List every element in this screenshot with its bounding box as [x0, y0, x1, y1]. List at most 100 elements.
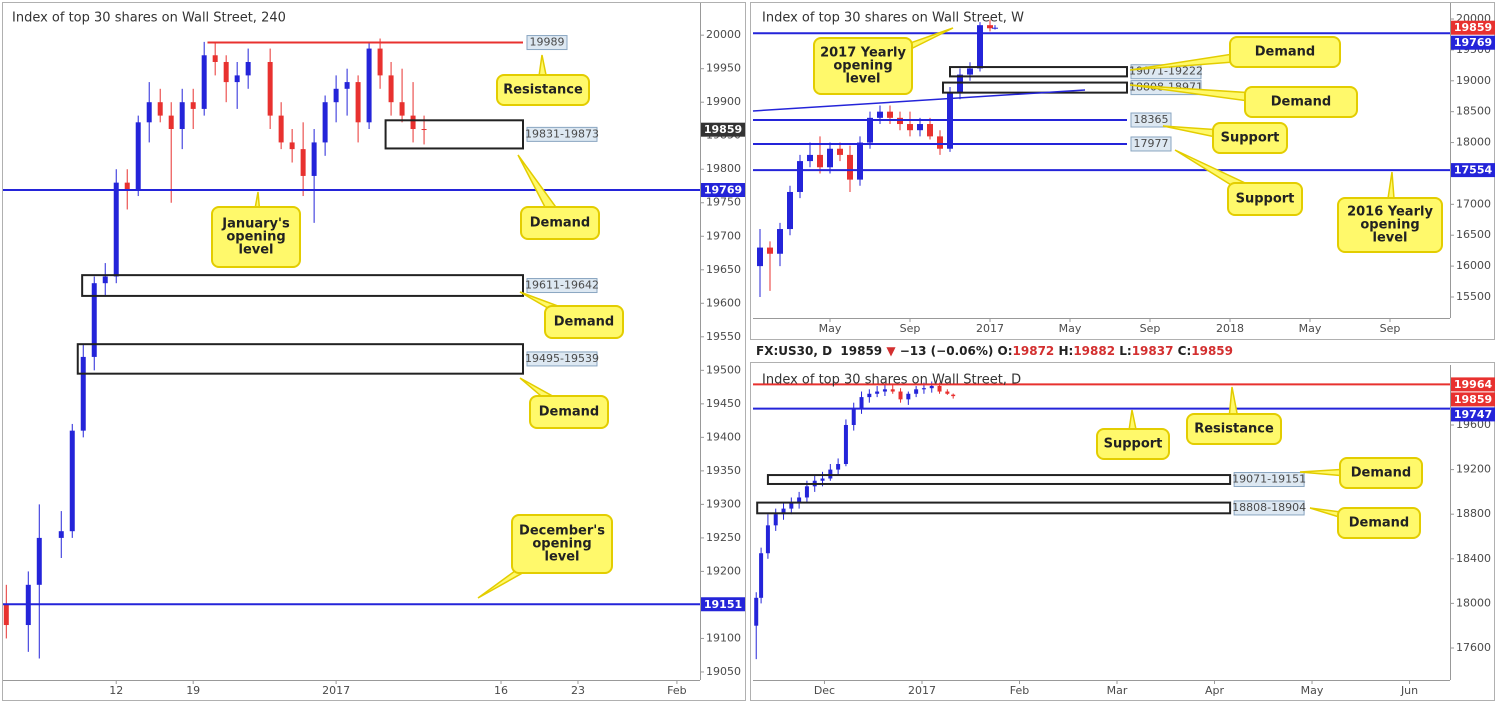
- x-tick-label: Feb: [667, 684, 686, 697]
- candle-body: [843, 424, 848, 465]
- callout-text: opening: [833, 59, 892, 74]
- x-tick-label: Dec: [814, 684, 835, 697]
- candle-body: [937, 136, 943, 149]
- callout-text: Resistance: [1194, 422, 1274, 437]
- candle-body: [36, 537, 42, 585]
- price-badge-label: 19859: [1454, 393, 1492, 406]
- callout-text: Support: [1221, 131, 1280, 146]
- level-label: 17977: [1134, 137, 1169, 150]
- candle-body: [957, 74, 963, 94]
- candle-body: [201, 55, 207, 109]
- chart-title: Index of top 30 shares on Wall Street, W: [762, 11, 1024, 26]
- candle-body: [135, 122, 141, 190]
- price-badge: [1451, 407, 1495, 422]
- y-tick-label: 19550: [706, 330, 741, 343]
- candle-body: [787, 191, 793, 230]
- candle-body: [907, 124, 913, 131]
- y-tick-label: 16000: [1456, 259, 1491, 272]
- x-tick-label: 12: [109, 684, 123, 697]
- candle-body: [223, 61, 229, 83]
- candle-body: [212, 55, 218, 62]
- y-tick-label: 19450: [706, 397, 741, 410]
- y-tick-label: 15500: [1456, 290, 1491, 303]
- price-badge: [701, 597, 745, 612]
- candle-body: [410, 115, 416, 130]
- candle-body: [827, 148, 833, 168]
- callout-box: [1337, 197, 1443, 253]
- candle-body: [882, 389, 887, 392]
- x-tick-label: Mar: [1107, 684, 1128, 697]
- callout-text: Demand: [539, 405, 600, 420]
- candle-body: [399, 102, 405, 116]
- candle-body: [754, 597, 759, 626]
- y-tick-label: 18400: [1456, 552, 1491, 565]
- candle-body: [58, 531, 64, 538]
- candle-body: [875, 391, 880, 394]
- callout-text: December's: [519, 524, 605, 539]
- level-label-box: [526, 35, 568, 51]
- candle-body: [767, 247, 773, 254]
- y-tick-label: 17600: [1456, 641, 1491, 654]
- y-tick-label: 20000: [706, 28, 741, 41]
- y-tick-label: 19300: [706, 497, 741, 510]
- candle-body: [179, 102, 185, 130]
- high: 19882: [1073, 344, 1116, 358]
- candle-body: [267, 61, 273, 116]
- symbol: FX:US30, D: [756, 344, 833, 358]
- zone-label-box: [1233, 500, 1305, 516]
- callout-text: opening: [226, 230, 285, 245]
- low-label: L:: [1119, 344, 1132, 358]
- candle-body: [311, 142, 317, 176]
- price-badge-label: 19859: [704, 123, 742, 136]
- price-badge-label: 19151: [704, 598, 742, 611]
- candle-body: [765, 525, 770, 554]
- zone-label: 19831-19873: [525, 127, 599, 140]
- callout-box: [1339, 457, 1423, 489]
- x-tick-label: 16: [494, 684, 508, 697]
- x-tick-label: May: [1299, 322, 1322, 335]
- price-badge-label: 19769: [1454, 36, 1492, 49]
- candle-body: [951, 394, 956, 397]
- zone-label: 19071-19151: [1232, 473, 1306, 486]
- x-tick-label: Feb: [1010, 684, 1029, 697]
- y-tick-label: 17000: [1456, 197, 1491, 210]
- candle-body: [69, 430, 75, 532]
- candle-body: [890, 389, 895, 392]
- candle-body: [898, 391, 903, 400]
- zone-label-box: [526, 126, 598, 142]
- callout-text: January's: [221, 217, 290, 232]
- candle-body: [837, 148, 843, 155]
- y-tick-label: 19250: [706, 531, 741, 544]
- zone-label-box: [526, 278, 598, 294]
- y-tick-label: 19950: [706, 62, 741, 75]
- demand-zone: [76, 343, 525, 375]
- close-label: C:: [1177, 344, 1192, 358]
- callout-box: [544, 305, 624, 339]
- candle-body: [344, 82, 350, 89]
- panel-frame: [2, 2, 746, 701]
- callout-box: [211, 206, 301, 268]
- callout-text: Demand: [554, 315, 615, 330]
- candle-body: [927, 124, 933, 137]
- y-tick-label: 19400: [706, 430, 741, 443]
- candle-body: [807, 154, 813, 162]
- level-label: 18365: [1134, 113, 1169, 126]
- callout-box: [1244, 86, 1358, 118]
- price-badge: [1451, 392, 1495, 407]
- x-tick-label: Sep: [1140, 322, 1161, 335]
- candle-body: [977, 25, 983, 69]
- candle-body: [102, 276, 108, 284]
- y-tick-label: 19600: [706, 296, 741, 309]
- candle-body: [804, 486, 809, 498]
- price-badge-label: 17554: [1454, 164, 1493, 177]
- open: 19872: [1012, 344, 1055, 358]
- y-tick-label: 19650: [706, 263, 741, 276]
- candle-body: [987, 25, 993, 29]
- candle-body: [887, 111, 893, 118]
- x-tick-label: Sep: [1380, 322, 1401, 335]
- zone-label: 18808-18904: [1232, 501, 1306, 514]
- callout-box: [1227, 182, 1303, 216]
- candle-body: [781, 508, 786, 515]
- candle-body: [759, 553, 764, 598]
- candle-body: [355, 82, 361, 123]
